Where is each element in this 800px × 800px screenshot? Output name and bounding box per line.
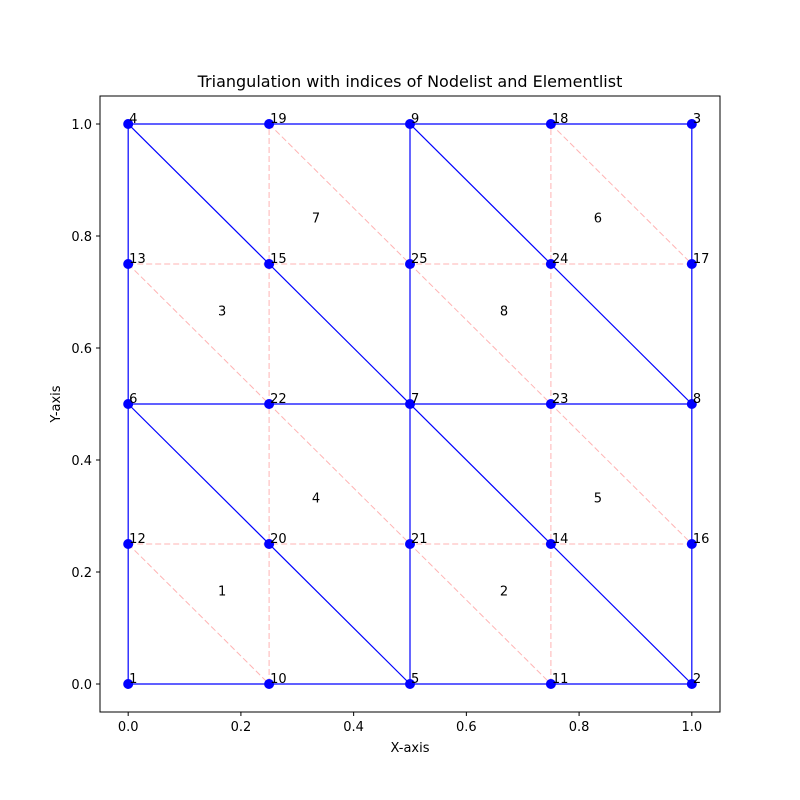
node-point-25 (405, 259, 415, 269)
node-point-14 (545, 539, 556, 549)
node-point-16 (686, 539, 697, 549)
chart-title: Triangulation with indices of Nodelist a… (197, 72, 623, 91)
node-label-20: 20 (270, 532, 287, 547)
element-label-7: 7 (312, 211, 320, 226)
element-label-8: 8 (500, 305, 508, 320)
node-label-16: 16 (693, 532, 710, 547)
node-point-10 (264, 679, 275, 689)
node-label-19: 19 (270, 112, 287, 127)
node-point-23 (545, 399, 556, 409)
sub-edge-5 (127, 263, 552, 685)
node-label-8: 8 (693, 392, 701, 407)
x-axis-title: X-axis (391, 741, 430, 756)
node-label-22: 22 (270, 392, 287, 407)
node-point-1 (123, 679, 134, 689)
node-point-21 (405, 539, 415, 549)
node-label-25: 25 (411, 252, 428, 267)
node-label-17: 17 (693, 252, 710, 267)
node-point-9 (405, 119, 415, 129)
node-point-8 (686, 399, 697, 409)
node-label-10: 10 (270, 672, 287, 687)
node-label-7: 7 (411, 392, 419, 407)
node-label-1: 1 (129, 672, 137, 687)
x-axis-ticks: 0.0 0.2 0.4 0.6 0.8 1.0 (118, 712, 702, 735)
sub-edge-4 (127, 543, 270, 685)
nodes (123, 119, 697, 689)
node-label-14: 14 (552, 532, 569, 547)
element-label-3: 3 (218, 305, 226, 320)
node-point-17 (686, 259, 697, 269)
node-label-5: 5 (411, 672, 419, 687)
node-point-20 (264, 539, 275, 549)
sub-edge-6 (268, 123, 693, 545)
node-label-18: 18 (552, 112, 569, 127)
node-point-6 (123, 399, 134, 409)
x-tick-label-2: 0.4 (343, 720, 364, 735)
node-label-24: 24 (552, 252, 569, 267)
node-label-3: 3 (693, 112, 701, 127)
sub-edge-7 (550, 123, 693, 265)
element-label-4: 4 (312, 491, 320, 506)
node-label-21: 21 (411, 532, 428, 547)
node-label-11: 11 (552, 672, 569, 687)
node-point-3 (686, 119, 697, 129)
node-label-2: 2 (693, 672, 701, 687)
y-axis-title: Y-axis (49, 385, 64, 423)
node-point-22 (264, 399, 275, 409)
y-tick-label-5: 1.0 (71, 118, 92, 133)
x-tick-label-5: 1.0 (681, 720, 702, 735)
node-label-15: 15 (270, 252, 287, 267)
node-point-13 (123, 259, 134, 269)
y-axis-ticks: 0.0 0.2 0.4 0.6 0.8 1.0 (71, 118, 100, 693)
element-label-6: 6 (594, 211, 602, 226)
node-point-2 (686, 679, 697, 689)
node-point-5 (405, 679, 415, 689)
node-label-23: 23 (552, 392, 569, 407)
y-tick-label-2: 0.4 (71, 454, 92, 469)
element-label-2: 2 (500, 585, 508, 600)
element-label-1: 1 (218, 585, 226, 600)
node-point-7 (405, 399, 415, 409)
node-label-9: 9 (411, 112, 419, 127)
y-tick-label-1: 0.2 (71, 566, 92, 581)
node-point-15 (264, 259, 275, 269)
y-tick-label-3: 0.6 (71, 342, 92, 357)
node-point-11 (545, 679, 556, 689)
x-tick-label-3: 0.6 (456, 720, 477, 735)
node-label-4: 4 (129, 112, 137, 127)
element-label-5: 5 (594, 491, 602, 506)
x-tick-label-0: 0.0 (118, 720, 139, 735)
node-point-4 (123, 119, 134, 129)
node-point-18 (545, 119, 556, 129)
y-tick-label-0: 0.0 (71, 678, 92, 693)
plot-frame (99, 95, 721, 713)
node-point-24 (545, 259, 556, 269)
x-tick-label-4: 0.8 (569, 720, 590, 735)
node-label-12: 12 (129, 532, 146, 547)
node-point-19 (264, 119, 275, 129)
node-label-13: 13 (129, 252, 146, 267)
node-label-6: 6 (129, 392, 137, 407)
y-tick-label-4: 0.8 (71, 230, 92, 245)
x-tick-label-1: 0.2 (231, 720, 252, 735)
node-point-12 (123, 539, 134, 549)
